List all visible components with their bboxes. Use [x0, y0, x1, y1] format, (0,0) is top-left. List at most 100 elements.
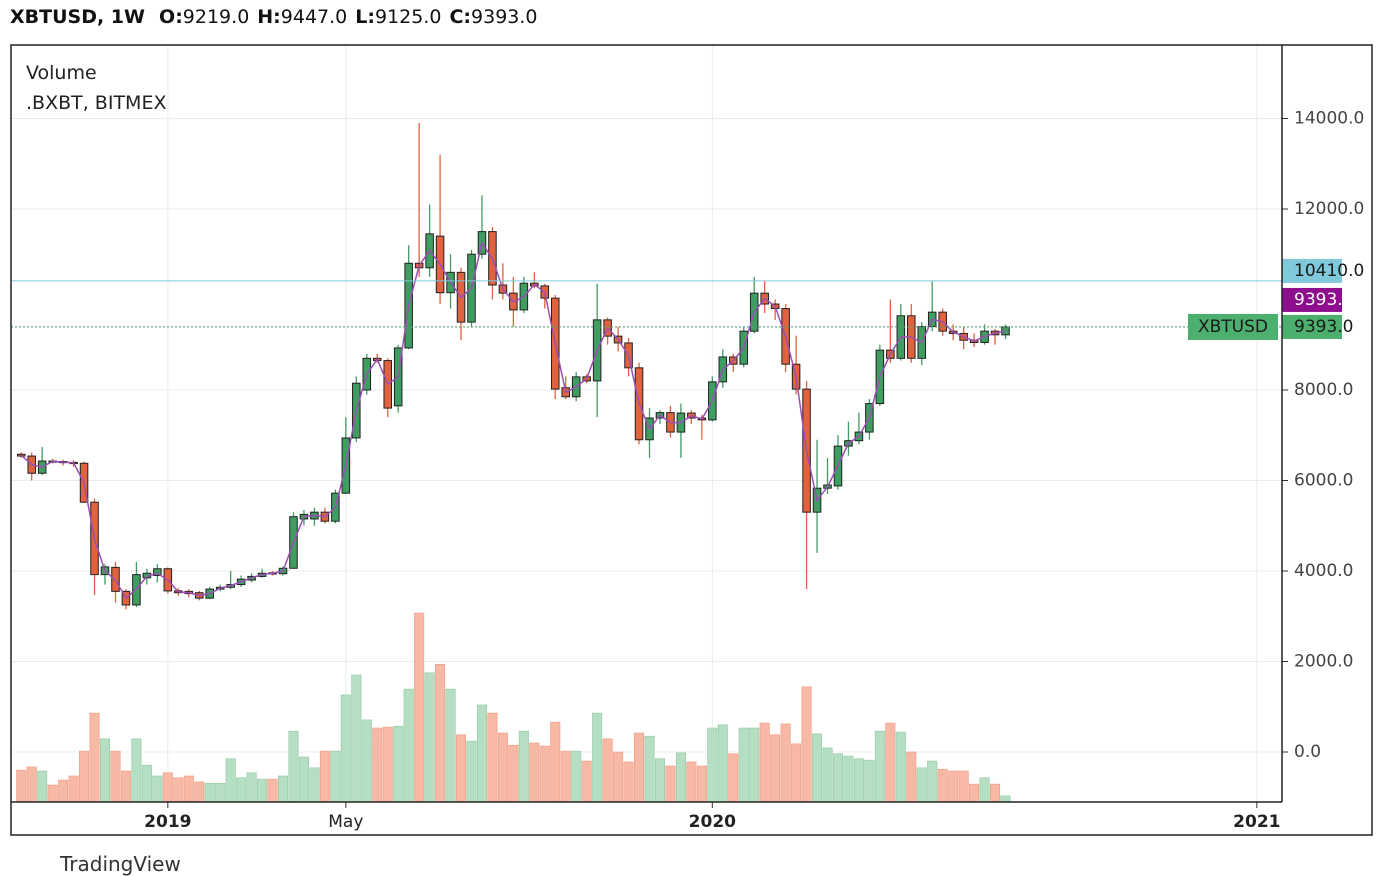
frame — [10, 44, 1373, 836]
price-label-box — [1282, 314, 1342, 339]
candle-body — [153, 568, 162, 577]
grid — [11, 45, 1282, 802]
volume-bar — [89, 712, 100, 803]
volume-bar — [927, 760, 938, 803]
y-tick-label: 6000.0 — [1294, 470, 1353, 490]
volume-bar — [16, 769, 27, 803]
volume-bar — [278, 775, 289, 803]
price-label: 9393.0 — [1294, 317, 1353, 337]
volume-bar — [550, 721, 561, 803]
volume-bar — [654, 758, 665, 803]
readout-key: O: — [159, 6, 183, 28]
volume-bar — [749, 727, 760, 803]
volume-bar — [267, 778, 278, 803]
volume-bar — [990, 783, 1001, 803]
candle-body — [1001, 326, 1010, 336]
volume-bar — [864, 759, 875, 803]
volume-bar — [801, 686, 812, 803]
y-tick-label: 12000.0 — [1294, 199, 1364, 219]
volume-bar — [665, 765, 676, 803]
volume-bar — [602, 738, 613, 803]
volume-bar — [623, 761, 634, 803]
readout-value: 9393.0 — [471, 6, 538, 28]
volume-bar — [173, 777, 184, 803]
volume-bar — [162, 772, 173, 803]
volume-bar — [445, 688, 456, 803]
volume-bar — [529, 742, 540, 803]
price-name: XBTUSD — [1198, 317, 1268, 337]
volume-bar — [487, 712, 498, 803]
volume-bar — [843, 755, 854, 803]
volume-bar — [539, 745, 550, 803]
y-tick-label: 2000.0 — [1294, 651, 1353, 671]
volume-bar — [309, 767, 320, 803]
volume-bar — [215, 782, 226, 803]
volume-bar — [393, 725, 404, 803]
volume-bar — [79, 750, 90, 803]
volume-bar — [853, 758, 864, 803]
volume-bar — [257, 778, 268, 803]
volume-bar — [770, 734, 781, 803]
volume-bar — [120, 770, 131, 803]
volume-bar — [403, 688, 414, 803]
volume-bar — [497, 732, 508, 803]
volume-bar — [969, 783, 980, 803]
volume-bar — [351, 674, 362, 803]
volume-bar — [456, 734, 467, 803]
volume-bar — [298, 756, 309, 803]
volume-bar — [288, 730, 299, 803]
volume-bar — [916, 767, 927, 803]
volume-bar — [895, 731, 906, 803]
volume-bar — [780, 723, 791, 803]
volume-bar — [738, 727, 749, 803]
readout-value: 9447.0 — [280, 6, 348, 28]
volume-bar — [979, 777, 990, 803]
volume-bar — [508, 744, 519, 803]
x-tick-label: 2019 — [144, 812, 191, 832]
volume-bar — [68, 775, 79, 803]
volume-bar — [937, 768, 948, 803]
volume-bar — [1000, 795, 1011, 803]
ohlc-readout: O:9219.0 H:9447.0 L:9125.0 C:9393.0 — [151, 6, 537, 28]
price-label: 10410.0 — [1294, 261, 1364, 281]
volume-bar — [141, 764, 152, 803]
volume-bar — [707, 727, 718, 803]
volume-bar — [728, 753, 739, 803]
volume-bar — [476, 704, 487, 803]
x-tick-label: May — [328, 812, 363, 832]
volume-bar — [340, 694, 351, 803]
ma-line — [20, 241, 1006, 600]
volume-bar — [319, 750, 330, 803]
volume-bar — [874, 730, 885, 803]
volume-bar — [152, 775, 163, 803]
volume-bar — [812, 733, 823, 803]
x-tick-label: 2021 — [1233, 812, 1280, 832]
volume-bar — [236, 777, 247, 803]
price-label-box — [1282, 287, 1342, 312]
volume-bar — [414, 612, 425, 803]
volume-bar — [204, 782, 215, 803]
volume-bar — [696, 765, 707, 803]
watermark: TradingView — [60, 852, 181, 876]
volume-bar — [906, 751, 917, 803]
volume-bar — [571, 750, 582, 803]
readout-key: L: — [355, 6, 375, 28]
volume-bar — [246, 772, 257, 803]
volume-bar — [581, 760, 592, 803]
volume-bar — [466, 740, 477, 803]
price-name-box — [1188, 313, 1278, 340]
volume-bar — [183, 775, 194, 803]
volume-bar — [717, 724, 728, 803]
volume-bar — [592, 712, 603, 803]
volume-bar — [131, 738, 142, 803]
volume-bar — [424, 672, 435, 803]
volume-bar — [644, 735, 655, 803]
x-tick-label: 2020 — [689, 812, 736, 832]
readout-key: H: — [257, 6, 281, 28]
volume-bars — [16, 612, 1011, 803]
price-lines: 10410.0 9393.5 9393.0 XBTUSD — [11, 258, 1364, 340]
volume-bar — [958, 770, 969, 803]
price-label: 9393.5 — [1294, 290, 1353, 310]
